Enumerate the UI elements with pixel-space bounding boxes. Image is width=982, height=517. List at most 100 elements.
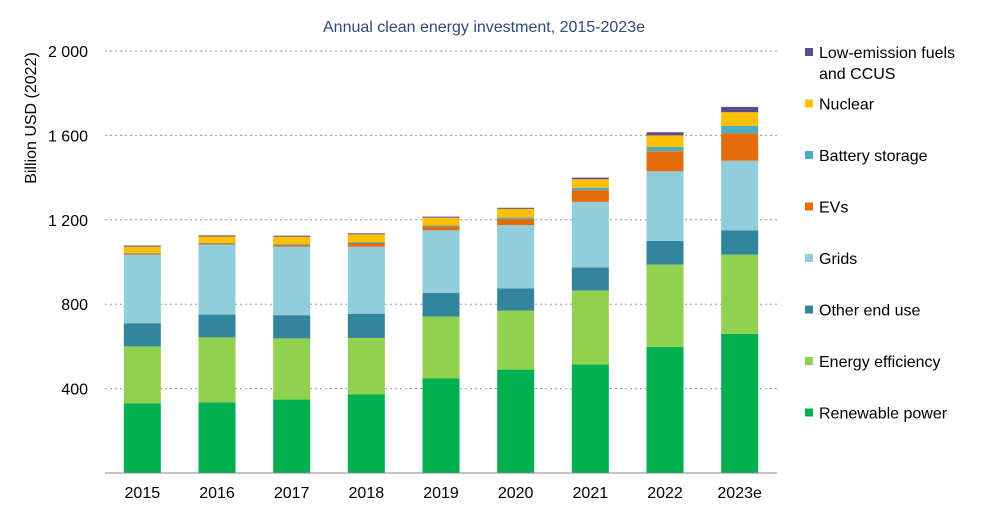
bar-segment: [198, 242, 236, 244]
bar-segment: [721, 333, 759, 473]
bar-segment: [646, 264, 684, 347]
bar-segment: [123, 246, 161, 253]
bar-segment: [422, 226, 460, 231]
legend-swatch: [805, 305, 813, 314]
bar-segment: [198, 402, 236, 473]
bar-segment: [273, 235, 311, 237]
bar-segment: [497, 288, 535, 311]
x-tick-label: 2018: [349, 485, 385, 502]
bar-segment: [422, 216, 460, 218]
bar-segment: [198, 337, 236, 403]
x-tick-label: 2019: [423, 485, 459, 502]
bar-segment: [571, 290, 609, 365]
y-tick-label: 2 000: [48, 44, 88, 61]
legend: Low-emission fuels and CCUS Nuclear Battery…: [805, 45, 955, 423]
bar-segment: [273, 244, 311, 245]
bar-segment: [273, 399, 311, 473]
bar-segment: [571, 179, 609, 188]
x-tick-label: 2021: [573, 485, 609, 502]
bar-segment: [571, 201, 609, 268]
bar-segment: [347, 394, 385, 473]
bar-segment: [646, 135, 684, 148]
bar-segment: [123, 253, 161, 255]
x-tick-label: 2023e: [717, 485, 762, 502]
bar-segment: [273, 246, 311, 316]
bar-segment: [123, 403, 161, 473]
x-tick-label: 2016: [199, 485, 235, 502]
bar-segment: [123, 245, 161, 247]
bar-segment: [646, 151, 684, 172]
x-axis-ticks: 2015 2016 2017 2018 2019 2020 2021 2022 2023e: [125, 485, 762, 502]
bar-segment: [422, 225, 460, 227]
bar-segment: [721, 230, 759, 255]
bar-segment: [646, 132, 684, 136]
y-tick-label: 800: [61, 297, 88, 314]
bar-segment: [422, 378, 460, 473]
bar-segment: [571, 177, 609, 180]
legend-label: Battery storage: [819, 148, 928, 165]
bar-segment: [721, 106, 759, 113]
bar-segment: [497, 369, 535, 473]
bar-segment: [422, 316, 460, 379]
bar-segment: [273, 236, 311, 245]
bar-segment: [123, 252, 161, 254]
bars: [123, 106, 759, 473]
legend-swatch: [805, 202, 813, 211]
bar-segment: [347, 241, 385, 243]
bar-segment: [721, 254, 759, 334]
bar-segment: [273, 244, 311, 247]
chart-title: Annual clean energy investment, 2015-202…: [323, 19, 645, 36]
legend-label: Energy efficiency: [819, 354, 941, 371]
bar-segment: [273, 315, 311, 339]
bar-segment: [123, 254, 161, 324]
legend-swatch: [805, 99, 813, 108]
bar-segment: [646, 147, 684, 152]
x-tick-label: 2022: [647, 485, 683, 502]
legend-label: EVs: [819, 200, 848, 217]
bar-segment: [721, 112, 759, 126]
legend-label: Low-emission fuels: [819, 45, 955, 62]
bar-segment: [347, 242, 385, 247]
bar-segment: [646, 171, 684, 241]
legend-label: Renewable power: [819, 406, 948, 423]
bar-segment: [721, 160, 759, 231]
legend-swatch: [805, 151, 813, 159]
bar-segment: [571, 364, 609, 473]
x-tick-label: 2017: [274, 485, 310, 502]
bar-segment: [497, 207, 535, 209]
bar-segment: [198, 244, 236, 315]
bar-segment: [347, 313, 385, 338]
bar-segment: [497, 217, 535, 219]
bar-segment: [571, 190, 609, 202]
x-tick-label: 2015: [125, 485, 161, 502]
bar-segment: [571, 267, 609, 291]
legend-swatch: [805, 408, 813, 417]
legend-label: Other end use: [819, 303, 921, 320]
legend-swatch: [805, 48, 813, 56]
bar-segment: [422, 230, 460, 294]
bar-segment: [497, 225, 535, 289]
bar-segment: [198, 314, 236, 338]
bar-segment: [497, 310, 535, 370]
y-tick-label: 1 600: [48, 128, 88, 145]
bar-segment: [497, 218, 535, 226]
bar-segment: [198, 236, 236, 243]
bar-segment: [198, 235, 236, 237]
bar-segment: [123, 323, 161, 347]
bar-segment: [721, 133, 759, 161]
legend-swatch: [805, 357, 813, 365]
bar-segment: [422, 293, 460, 317]
y-tick-label: 1 200: [48, 213, 88, 230]
bar-segment: [571, 187, 609, 191]
bar-segment: [497, 208, 535, 218]
y-axis-label: Billion USD (2022): [23, 52, 40, 184]
bar-segment: [123, 346, 161, 404]
bar-segment: [347, 233, 385, 235]
legend-label: Nuclear: [819, 97, 875, 114]
bar-segment: [646, 346, 684, 473]
y-tick-label: 400: [61, 382, 88, 399]
bar-segment: [347, 234, 385, 242]
legend-label: Grids: [819, 251, 857, 268]
bar-segment: [721, 125, 759, 134]
